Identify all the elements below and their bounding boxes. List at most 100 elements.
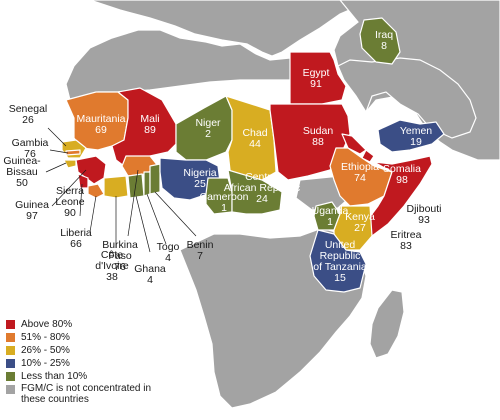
label-guinea-bissau: Guinea-Bissau 50 bbox=[3, 155, 41, 189]
country-value: 26 bbox=[22, 114, 34, 126]
label-nigeria: Nigeria 25 bbox=[183, 167, 216, 190]
country-value: 8 bbox=[381, 40, 387, 52]
country-ethiopia[interactable] bbox=[329, 147, 393, 207]
leader-burkina-faso bbox=[127, 169, 139, 237]
country-name: Republic bbox=[320, 250, 361, 262]
country-value: 93 bbox=[418, 214, 430, 226]
country-value: 83 bbox=[400, 240, 412, 252]
leader-gambia bbox=[49, 149, 69, 154]
legend-label: Less than 10% bbox=[21, 371, 88, 382]
country-value: 38 bbox=[106, 271, 118, 283]
label-sudan: Sudan 88 bbox=[303, 125, 334, 148]
legend-item: Less than 10% bbox=[6, 370, 166, 383]
leader-sierra-leone bbox=[79, 183, 83, 217]
country-value: 74 bbox=[354, 172, 366, 184]
country-name: Mali bbox=[140, 113, 159, 125]
country-value: 2 bbox=[205, 128, 211, 140]
legend: Above 80% 51% - 80% 26% - 50% 10% - 25% … bbox=[6, 318, 166, 405]
country-guinea-bissau[interactable] bbox=[63, 159, 77, 169]
country-name: Benin bbox=[187, 239, 214, 251]
country-cameroon[interactable] bbox=[205, 177, 233, 215]
legend-item: FGM/C is not concentrated in these count… bbox=[6, 383, 166, 405]
label-djibouti: Djibouti 93 bbox=[406, 203, 441, 226]
country-name: Guinea- bbox=[3, 155, 41, 167]
madagascar-landmass bbox=[369, 289, 405, 359]
label-guinea: Guinea 97 bbox=[15, 199, 49, 222]
label-senegal: Senegal 26 bbox=[9, 103, 48, 126]
country-name: of Tanzania bbox=[313, 261, 367, 273]
country-djibouti[interactable] bbox=[361, 149, 375, 163]
country-liberia[interactable] bbox=[87, 183, 105, 199]
legend-label: 26% - 50% bbox=[21, 345, 70, 356]
country-value: 76 bbox=[114, 261, 126, 273]
country-name: Burkina bbox=[102, 239, 138, 251]
country-value: 25 bbox=[194, 178, 206, 190]
country-value: 90 bbox=[64, 207, 76, 219]
country-kenya[interactable] bbox=[333, 205, 373, 251]
legend-item: Above 80% bbox=[6, 318, 166, 331]
countries bbox=[61, 17, 445, 293]
leader-lines bbox=[45, 127, 197, 253]
country-name: Gambia bbox=[12, 137, 49, 149]
label-eritrea: Eritrea 83 bbox=[391, 229, 422, 252]
country-gambia[interactable] bbox=[65, 149, 81, 156]
country-tanzania[interactable] bbox=[309, 229, 367, 293]
country-value: 15 bbox=[334, 272, 346, 284]
legend-label: FGM/C is not concentrated in these count… bbox=[21, 383, 152, 405]
country-name: Leone bbox=[55, 196, 84, 208]
country-guinea[interactable] bbox=[75, 155, 107, 185]
label-liberia: Liberia 66 bbox=[60, 227, 92, 250]
country-value: 50 bbox=[16, 177, 28, 189]
legend-label: 10% - 25% bbox=[21, 358, 70, 369]
label-benin: Benin 7 bbox=[187, 239, 214, 262]
label-iraq: Iraq 8 bbox=[375, 29, 393, 52]
label-chad: Chad 44 bbox=[242, 127, 267, 150]
country-eritrea[interactable] bbox=[341, 133, 367, 155]
country-value: 76 bbox=[24, 148, 36, 160]
label-cote-divoire: Côte d'Ivoire 38 bbox=[95, 249, 129, 283]
country-name: Uganda bbox=[312, 205, 349, 217]
country-value: 89 bbox=[144, 124, 156, 136]
arabia-landmass bbox=[337, 57, 477, 139]
country-value: 4 bbox=[147, 274, 153, 286]
country-name: Yemen bbox=[400, 125, 432, 137]
label-niger: Niger 2 bbox=[195, 117, 221, 140]
country-cote-divoire[interactable] bbox=[103, 175, 129, 199]
country-togo[interactable] bbox=[143, 171, 151, 197]
country-iraq[interactable] bbox=[359, 17, 401, 65]
country-value: 69 bbox=[95, 124, 107, 136]
country-ghana[interactable] bbox=[127, 173, 145, 199]
country-name: Eritrea bbox=[391, 229, 422, 241]
leader-togo bbox=[146, 193, 167, 245]
label-gambia: Gambia 76 bbox=[12, 137, 49, 160]
country-name: Mauritania bbox=[76, 113, 125, 125]
country-sudan[interactable] bbox=[269, 103, 351, 181]
label-uganda: Uganda 1 bbox=[312, 205, 349, 228]
legend-swatch bbox=[6, 385, 15, 394]
label-car: Central African Republic 24 bbox=[224, 171, 300, 205]
legend-swatch bbox=[6, 346, 15, 355]
country-somalia[interactable] bbox=[365, 155, 433, 237]
country-name: Somalia bbox=[383, 163, 421, 175]
legend-swatch bbox=[6, 333, 15, 342]
country-value: 7 bbox=[197, 250, 203, 262]
label-ethiopia: Ethiopia 74 bbox=[341, 161, 379, 184]
leader-liberia bbox=[89, 195, 97, 233]
label-burkina-faso: Burkina Faso 76 bbox=[102, 239, 138, 273]
country-name: Niger bbox=[195, 117, 221, 129]
label-yemen: Yemen 19 bbox=[400, 125, 432, 148]
country-car[interactable] bbox=[227, 169, 283, 215]
legend-label: Above 80% bbox=[21, 319, 73, 330]
country-niger[interactable] bbox=[175, 95, 233, 161]
country-value: 97 bbox=[26, 210, 38, 222]
country-value: 66 bbox=[70, 238, 82, 250]
country-yemen[interactable] bbox=[377, 119, 445, 153]
leader-senegal bbox=[47, 127, 67, 147]
legend-item: 10% - 25% bbox=[6, 357, 166, 370]
country-name: Ghana bbox=[134, 263, 166, 275]
country-value: 91 bbox=[310, 78, 322, 90]
country-benin[interactable] bbox=[149, 163, 161, 195]
legend-swatch bbox=[6, 359, 15, 368]
